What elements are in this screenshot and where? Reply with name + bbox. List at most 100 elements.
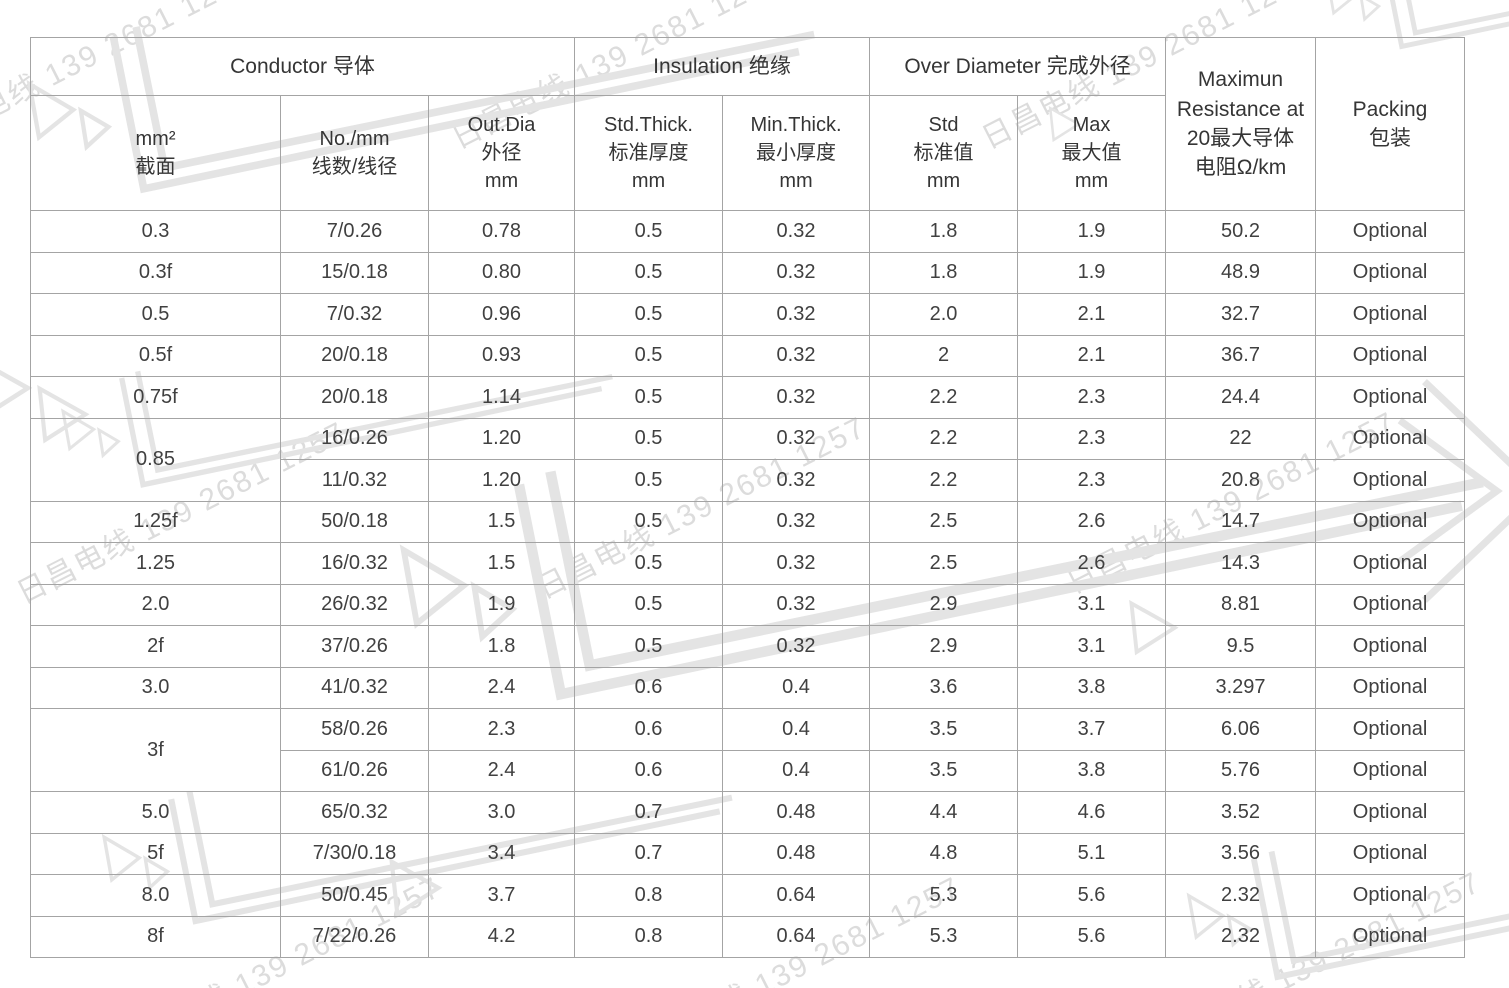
- cell: 7/0.26: [280, 210, 429, 253]
- cell: 2.5: [869, 500, 1019, 543]
- watermark-triangle-icon: [0, 355, 34, 426]
- cell: 61/0.26: [280, 749, 429, 792]
- cell: 1.9: [1017, 210, 1167, 253]
- cell: Optional: [1315, 459, 1466, 502]
- header-insulation: Insulation 绝缘: [573, 37, 871, 96]
- header-min-thick: Min.Thick. 最小厚度 mm: [721, 95, 871, 211]
- cell-size: 0.5: [30, 293, 281, 336]
- header-max-resistance: Maximun Resistance at 20最大导体 电阻Ω/km: [1165, 37, 1317, 211]
- cell: 0.5: [574, 459, 723, 502]
- cell: 16/0.32: [280, 542, 429, 585]
- cell: 0.5: [574, 417, 723, 460]
- cell: 2.3: [428, 708, 575, 751]
- cell-size: 0.75f: [30, 376, 281, 419]
- cell: 58/0.26: [280, 708, 429, 751]
- cell: 3.5: [869, 749, 1019, 792]
- cell: 1.8: [428, 625, 575, 668]
- cell: 0.5: [574, 500, 723, 543]
- cell: Optional: [1315, 791, 1466, 834]
- cell: 7/30/0.18: [280, 832, 429, 875]
- table-row: 1.25f 50/0.18 1.5 0.5 0.32 2.5 2.6 14.7 Optional: [30, 500, 1466, 543]
- cell: 36.7: [1165, 334, 1317, 377]
- cell: 0.64: [721, 874, 871, 917]
- cell: 1.8: [869, 210, 1019, 253]
- cell: 0.7: [574, 791, 723, 834]
- cell: 2.1: [1017, 293, 1167, 336]
- cell: 8.81: [1165, 583, 1317, 626]
- cell: 0.4: [721, 708, 871, 751]
- table-row: 0.5f 20/0.18 0.93 0.5 0.32 2 2.1 36.7 Optional: [30, 334, 1466, 377]
- table-row: 2f 37/0.26 1.8 0.5 0.32 2.9 3.1 9.5 Optional: [30, 625, 1466, 668]
- cell: 0.78: [428, 210, 575, 253]
- cell: 2.2: [869, 417, 1019, 460]
- table-row: 0.75f 20/0.18 1.14 0.5 0.32 2.2 2.3 24.4 Optiona…: [30, 376, 1466, 419]
- cell: 0.64: [721, 915, 871, 958]
- cell: 0.96: [428, 293, 575, 336]
- table-row: 8f 7/22/0.26 4.2 0.8 0.64 5.3 5.6 2.32 Optional: [30, 915, 1466, 958]
- cell: 2: [869, 334, 1019, 377]
- cell: 26/0.32: [280, 583, 429, 626]
- cell: 2.32: [1165, 915, 1317, 958]
- cell: 5.6: [1017, 874, 1167, 917]
- cell: 0.32: [721, 625, 871, 668]
- cell: 11/0.32: [280, 459, 429, 502]
- cell: 2.3: [1017, 417, 1167, 460]
- cell: 20.8: [1165, 459, 1317, 502]
- cell: 4.2: [428, 915, 575, 958]
- cell-size: 1.25: [30, 542, 281, 585]
- cell: 3.4: [428, 832, 575, 875]
- cell: Optional: [1315, 542, 1466, 585]
- cell: 0.6: [574, 749, 723, 792]
- cell: 0.6: [574, 708, 723, 751]
- header-mm2: mm² 截面: [30, 95, 281, 211]
- cell: 0.5: [574, 293, 723, 336]
- cell: 0.5: [574, 376, 723, 419]
- cell: 0.4: [721, 666, 871, 709]
- cell: 2.9: [869, 583, 1019, 626]
- cell: 5.3: [869, 915, 1019, 958]
- cell: 0.6: [574, 666, 723, 709]
- cell-size: 2f: [30, 625, 281, 668]
- table-row: 3.0 41/0.32 2.4 0.6 0.4 3.6 3.8 3.297 Optional: [30, 666, 1466, 709]
- cell-size: 1.25f: [30, 500, 281, 543]
- cell: 1.14: [428, 376, 575, 419]
- cell: 0.80: [428, 251, 575, 294]
- cell: 14.7: [1165, 500, 1317, 543]
- cell: 0.32: [721, 417, 871, 460]
- cell: 0.5: [574, 625, 723, 668]
- cell: 3.0: [428, 791, 575, 834]
- cell: 37/0.26: [280, 625, 429, 668]
- cell: Optional: [1315, 708, 1466, 751]
- cell: 2.3: [1017, 376, 1167, 419]
- cell: 0.5: [574, 210, 723, 253]
- cell: 32.7: [1165, 293, 1317, 336]
- cell: 0.32: [721, 542, 871, 585]
- cell: Optional: [1315, 915, 1466, 958]
- cell: 3.7: [428, 874, 575, 917]
- cell: 16/0.26: [280, 417, 429, 460]
- cell: Optional: [1315, 210, 1466, 253]
- cell: 3.8: [1017, 749, 1167, 792]
- table-row: 0.85 16/0.26 1.20 0.5 0.32 2.2 2.3 22 Optional: [30, 417, 1466, 502]
- cell: 65/0.32: [280, 791, 429, 834]
- cell: 1.8: [869, 251, 1019, 294]
- cell: 5.76: [1165, 749, 1317, 792]
- cell: 4.8: [869, 832, 1019, 875]
- cell: 9.5: [1165, 625, 1317, 668]
- cell: 5.6: [1017, 915, 1167, 958]
- cell: 3.52: [1165, 791, 1317, 834]
- cell: 2.9: [869, 625, 1019, 668]
- spec-table: Conductor 导体 Insulation 绝缘 Over Diameter…: [30, 37, 1466, 958]
- header-over-diameter: Over Diameter 完成外径: [869, 37, 1167, 96]
- cell: 0.32: [721, 334, 871, 377]
- cell: 50/0.18: [280, 500, 429, 543]
- header-packing: Packing 包装: [1315, 37, 1466, 211]
- cell-size: 5.0: [30, 791, 281, 834]
- cell: 0.93: [428, 334, 575, 377]
- header-group-row: Conductor 导体 Insulation 绝缘 Over Diameter…: [30, 37, 1466, 211]
- cell: 0.48: [721, 832, 871, 875]
- cell: 50/0.45: [280, 874, 429, 917]
- cell: 1.9: [428, 583, 575, 626]
- cell: 0.32: [721, 583, 871, 626]
